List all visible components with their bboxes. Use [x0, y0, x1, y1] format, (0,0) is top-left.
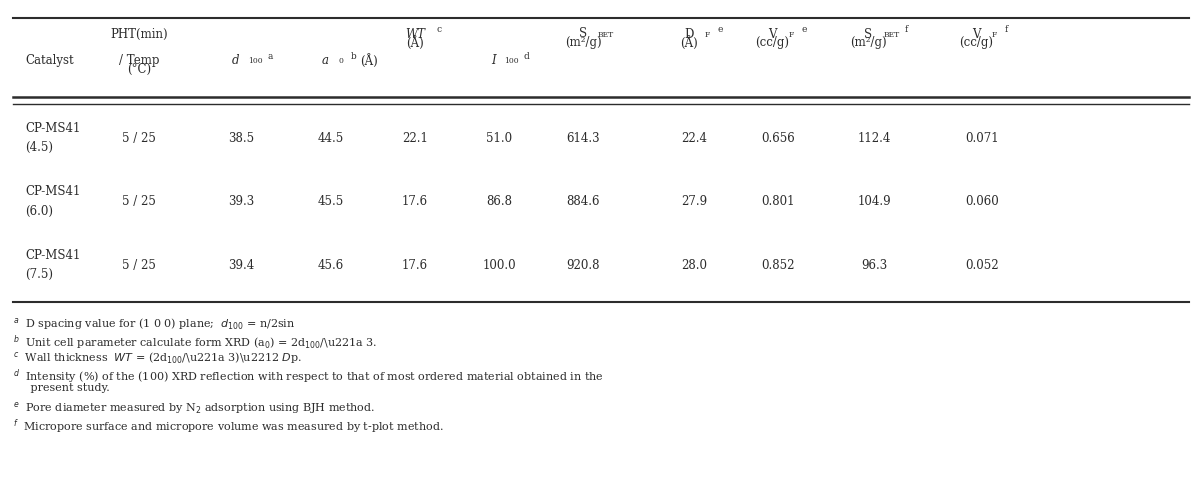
Text: BET: BET	[883, 30, 900, 39]
Text: (Å): (Å)	[406, 35, 424, 50]
Text: e: e	[718, 25, 722, 34]
Text: F: F	[789, 30, 793, 39]
Text: V: V	[972, 28, 981, 41]
Text: 45.5: 45.5	[319, 195, 344, 208]
Text: 100: 100	[249, 56, 263, 64]
Text: Catalyst: Catalyst	[25, 54, 75, 67]
Text: 0.801: 0.801	[762, 195, 796, 208]
Text: 920.8: 920.8	[566, 259, 600, 272]
Text: $^b$  Unit cell parameter calculate form XRD (a$_0$) = 2d$_{100}$/\u221a 3.: $^b$ Unit cell parameter calculate form …	[13, 333, 377, 352]
Text: 0: 0	[339, 56, 344, 64]
Text: 5 / 25: 5 / 25	[123, 195, 156, 208]
Text: (4.5): (4.5)	[25, 141, 53, 154]
Text: (°C): (°C)	[127, 63, 151, 77]
Text: f: f	[904, 25, 908, 34]
Text: 0.656: 0.656	[762, 132, 796, 144]
Text: $^f$  Micropore surface and micropore volume was measured by t-plot method.: $^f$ Micropore surface and micropore vol…	[13, 417, 444, 436]
Text: 104.9: 104.9	[857, 195, 891, 208]
Text: I: I	[490, 54, 495, 67]
Text: 17.6: 17.6	[401, 259, 428, 272]
Text: 22.4: 22.4	[682, 132, 708, 144]
Text: 614.3: 614.3	[566, 132, 600, 144]
Text: PHT(min): PHT(min)	[111, 28, 168, 41]
Text: 0.852: 0.852	[762, 259, 796, 272]
Text: $^e$  Pore diameter measured by N$_2$ adsorption using BJH method.: $^e$ Pore diameter measured by N$_2$ ads…	[13, 400, 376, 416]
Text: e: e	[802, 25, 807, 34]
Text: (Å): (Å)	[679, 35, 697, 50]
Text: 27.9: 27.9	[682, 195, 708, 208]
Text: 17.6: 17.6	[401, 195, 428, 208]
Text: (7.5): (7.5)	[25, 268, 53, 281]
Text: 5 / 25: 5 / 25	[123, 132, 156, 144]
Text: 100.0: 100.0	[482, 259, 516, 272]
Text: 51.0: 51.0	[486, 132, 512, 144]
Text: BET: BET	[597, 30, 614, 39]
Text: CP-MS41: CP-MS41	[25, 122, 81, 135]
Text: 884.6: 884.6	[566, 195, 600, 208]
Text: present study.: present study.	[13, 383, 111, 393]
Text: (6.0): (6.0)	[25, 205, 53, 218]
Text: 22.1: 22.1	[403, 132, 428, 144]
Text: 96.3: 96.3	[862, 259, 887, 272]
Text: d: d	[232, 54, 239, 67]
Text: WT: WT	[405, 28, 426, 41]
Text: $^d$  Intensity (%) of the (100) XRD reflection with respect to that of most ord: $^d$ Intensity (%) of the (100) XRD refl…	[13, 368, 603, 386]
Text: a: a	[322, 54, 328, 67]
Text: (Å): (Å)	[359, 54, 377, 68]
Text: F: F	[704, 30, 709, 39]
Text: 86.8: 86.8	[486, 195, 512, 208]
Text: $^a$  D spacing value for (1 0 0) plane;  $d_{100}$ = n/2sin: $^a$ D spacing value for (1 0 0) plane; …	[13, 316, 296, 332]
Text: 39.3: 39.3	[228, 195, 255, 208]
Text: 44.5: 44.5	[319, 132, 344, 144]
Text: (m²/g): (m²/g)	[565, 35, 601, 49]
Text: 28.0: 28.0	[682, 259, 708, 272]
Text: (m²/g): (m²/g)	[850, 35, 887, 49]
Text: CP-MS41: CP-MS41	[25, 249, 81, 262]
Text: D: D	[684, 28, 694, 41]
Text: 38.5: 38.5	[228, 132, 255, 144]
Text: / Temp: / Temp	[119, 54, 160, 67]
Text: (cc/g): (cc/g)	[959, 35, 993, 49]
Text: a: a	[268, 52, 273, 61]
Text: 100: 100	[504, 56, 518, 64]
Text: 0.052: 0.052	[965, 259, 999, 272]
Text: 39.4: 39.4	[228, 259, 255, 272]
Text: b: b	[350, 52, 356, 61]
Text: F: F	[992, 30, 998, 39]
Text: 5 / 25: 5 / 25	[123, 259, 156, 272]
Text: S: S	[864, 28, 873, 41]
Text: 0.071: 0.071	[965, 132, 999, 144]
Text: 112.4: 112.4	[858, 132, 891, 144]
Text: $^c$  Wall thickness  $WT$ = (2d$_{100}$/\u221a 3)\u2212 $D$p.: $^c$ Wall thickness $WT$ = (2d$_{100}$/\…	[13, 351, 303, 366]
Text: d: d	[523, 52, 529, 61]
Text: (cc/g): (cc/g)	[756, 35, 790, 49]
Text: 45.6: 45.6	[319, 259, 344, 272]
Text: CP-MS41: CP-MS41	[25, 185, 81, 198]
Text: V: V	[768, 28, 776, 41]
Text: S: S	[579, 27, 587, 40]
Text: 0.060: 0.060	[965, 195, 999, 208]
Text: c: c	[436, 25, 442, 34]
Text: f: f	[1005, 25, 1008, 34]
